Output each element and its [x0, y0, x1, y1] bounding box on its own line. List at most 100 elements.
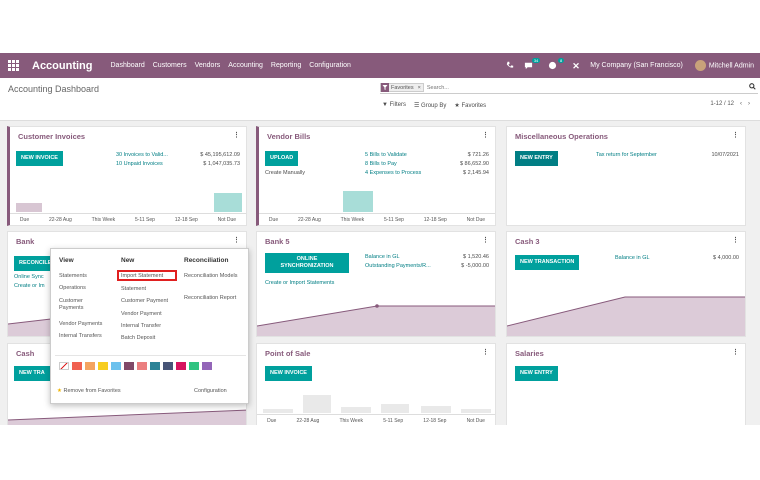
chart-bar-this-week[interactable] — [343, 191, 373, 212]
invoices-to-validate-link[interactable]: 30 Invoices to Valid... — [116, 152, 168, 158]
card-title[interactable]: Bank 5 — [265, 237, 290, 246]
online-synchronization-button[interactable]: ONLINE SYNCHRONIZATION — [265, 253, 349, 273]
chart-bar-not-due[interactable] — [461, 409, 491, 413]
new-statement-item[interactable]: Statement — [121, 286, 147, 292]
color-swatch[interactable] — [202, 362, 212, 370]
bills-to-validate-link[interactable]: 5 Bills to Validate — [365, 152, 407, 158]
new-vendor-payment-item[interactable]: Vendor Payment — [121, 311, 162, 317]
kebab-menu-icon[interactable]: ⋮ — [482, 132, 489, 139]
view-operations-item[interactable]: Operations — [59, 285, 86, 291]
phone-icon[interactable] — [506, 61, 516, 71]
new-entry-button[interactable]: NEW ENTRY — [515, 151, 558, 166]
chart-bar-not-due[interactable] — [214, 193, 242, 212]
create-import-statements-link[interactable]: Create or Import Statements — [265, 280, 335, 286]
pager-previous-icon[interactable]: ‹ — [740, 101, 742, 107]
new-import-statement-item[interactable]: Import Statement — [121, 273, 164, 279]
kebab-menu-icon[interactable]: ⋮ — [233, 132, 240, 139]
menu-dashboard[interactable]: Dashboard — [110, 62, 145, 69]
balance-in-gl-link[interactable]: Balance in GL — [365, 254, 400, 260]
view-customer-payments-item[interactable]: Customer Payments — [59, 298, 84, 311]
card-title[interactable]: Bank — [16, 237, 35, 246]
new-batch-deposit-item[interactable]: Batch Deposit — [121, 335, 156, 341]
favorites-toggle[interactable]: ★ Favorites — [454, 102, 486, 109]
new-entry-button[interactable]: NEW ENTRY — [515, 366, 558, 381]
upload-button[interactable]: UPLOAD — [265, 151, 299, 166]
view-statements-item[interactable]: Statements — [59, 273, 87, 279]
facet-remove-icon[interactable]: × — [417, 84, 421, 91]
card-title[interactable]: Cash — [16, 349, 35, 358]
kebab-menu-icon[interactable]: ⋮ — [482, 349, 489, 356]
menu-configuration[interactable]: Configuration — [309, 62, 351, 69]
card-title[interactable]: Cash 3 — [515, 237, 540, 246]
color-swatch[interactable] — [163, 362, 173, 370]
kebab-menu-icon[interactable]: ⋮ — [732, 132, 739, 139]
chart-bar-this-week[interactable] — [341, 407, 371, 413]
color-swatch[interactable] — [189, 362, 199, 370]
new-customer-payment-item[interactable]: Customer Payment — [121, 298, 169, 304]
card-title[interactable]: Miscellaneous Operations — [515, 132, 608, 141]
online-sync-link[interactable]: Online Sync — [14, 274, 44, 280]
remove-from-favorites-link[interactable]: ★ Remove from Favorites — [57, 388, 121, 394]
menu-customers[interactable]: Customers — [152, 62, 187, 69]
view-vendor-payments-item[interactable]: Vendor Payments — [59, 321, 103, 327]
apps-grid-icon[interactable] — [8, 59, 20, 72]
menu-vendors[interactable]: Vendors — [194, 62, 221, 69]
filters-toggle[interactable]: ▼ Filters — [382, 102, 406, 109]
balance-in-gl-link[interactable]: Balance in GL — [615, 255, 650, 261]
color-swatch[interactable] — [85, 362, 95, 370]
create-manually-link[interactable]: Create Manually — [265, 170, 306, 176]
search-icon[interactable] — [749, 83, 756, 92]
tax-return-link[interactable]: Tax return for September — [596, 152, 657, 158]
new-internal-transfer-item[interactable]: Internal Transfer — [121, 323, 162, 329]
company-switcher[interactable]: My Company (San Francisco) — [590, 62, 683, 69]
kebab-menu-icon[interactable]: ⋮ — [482, 237, 489, 244]
chat-icon[interactable]: 34 — [524, 57, 541, 71]
app-brand[interactable]: Accounting — [32, 59, 93, 72]
new-transaction-button[interactable]: NEW TRA — [14, 366, 50, 381]
reconciliation-report-item[interactable]: Reconciliation Report — [184, 295, 237, 301]
reconcile-button[interactable]: RECONCILE — [14, 256, 57, 271]
card-title[interactable]: Point of Sale — [265, 349, 311, 358]
kebab-menu-icon[interactable]: ⋮ — [732, 237, 739, 244]
card-title[interactable]: Salaries — [515, 349, 544, 358]
color-swatch[interactable] — [137, 362, 147, 370]
color-swatch[interactable] — [98, 362, 108, 370]
create-import-link[interactable]: Create or Im — [14, 283, 45, 289]
menu-accounting[interactable]: Accounting — [228, 62, 263, 69]
group-by-toggle[interactable]: ☰ Group By — [414, 102, 446, 109]
outstanding-payments-link[interactable]: Outstanding Payments/R... — [365, 263, 431, 269]
color-swatch[interactable] — [124, 362, 134, 370]
new-invoice-button[interactable]: NEW INVOICE — [16, 151, 63, 166]
new-transaction-button[interactable]: NEW TRANSACTION — [515, 255, 580, 270]
color-swatch[interactable] — [111, 362, 121, 370]
expenses-to-process-link[interactable]: 4 Expenses to Process — [365, 170, 422, 176]
reconciliation-models-item[interactable]: Reconciliation Models — [184, 273, 238, 279]
unpaid-invoices-link[interactable]: 10 Unpaid Invoices — [116, 161, 163, 167]
color-swatch-none[interactable] — [59, 362, 69, 370]
chart-bar-12-18-sep[interactable] — [421, 406, 451, 413]
color-swatch[interactable] — [176, 362, 186, 370]
menu-reporting[interactable]: Reporting — [270, 62, 302, 69]
color-swatch[interactable] — [72, 362, 82, 370]
color-swatch[interactable] — [150, 362, 160, 370]
pager-next-icon[interactable]: › — [748, 101, 750, 107]
search-input[interactable] — [426, 84, 727, 91]
remove-from-favorites-label: Remove from Favorites — [63, 388, 121, 394]
card-title[interactable]: Vendor Bills — [267, 132, 311, 141]
chart-bar-due[interactable] — [16, 203, 42, 212]
new-invoice-button[interactable]: NEW INVOICE — [265, 366, 312, 381]
bills-to-pay-link[interactable]: 8 Bills to Pay — [365, 161, 397, 167]
activity-icon[interactable]: 8 — [548, 57, 565, 71]
balance-in-gl-amount: $ 1,520.46 — [463, 254, 489, 260]
chart-bar-due[interactable] — [263, 409, 293, 413]
card-title[interactable]: Customer Invoices — [18, 132, 86, 141]
kebab-menu-icon[interactable]: ⋮ — [732, 349, 739, 356]
chart-bar-22-28-aug[interactable] — [303, 395, 331, 413]
user-menu[interactable]: Mitchell Admin — [694, 60, 754, 71]
configuration-link[interactable]: Configuration — [194, 388, 227, 394]
debug-close-icon[interactable]: ✕ — [572, 60, 580, 71]
chart-bar-5-11-sep[interactable] — [381, 404, 409, 413]
view-internal-transfers-item[interactable]: Internal Transfers — [59, 333, 102, 339]
kebab-menu-icon[interactable]: ⋮ — [233, 237, 240, 244]
pager-value[interactable]: 1-12 / 12 — [710, 101, 734, 107]
